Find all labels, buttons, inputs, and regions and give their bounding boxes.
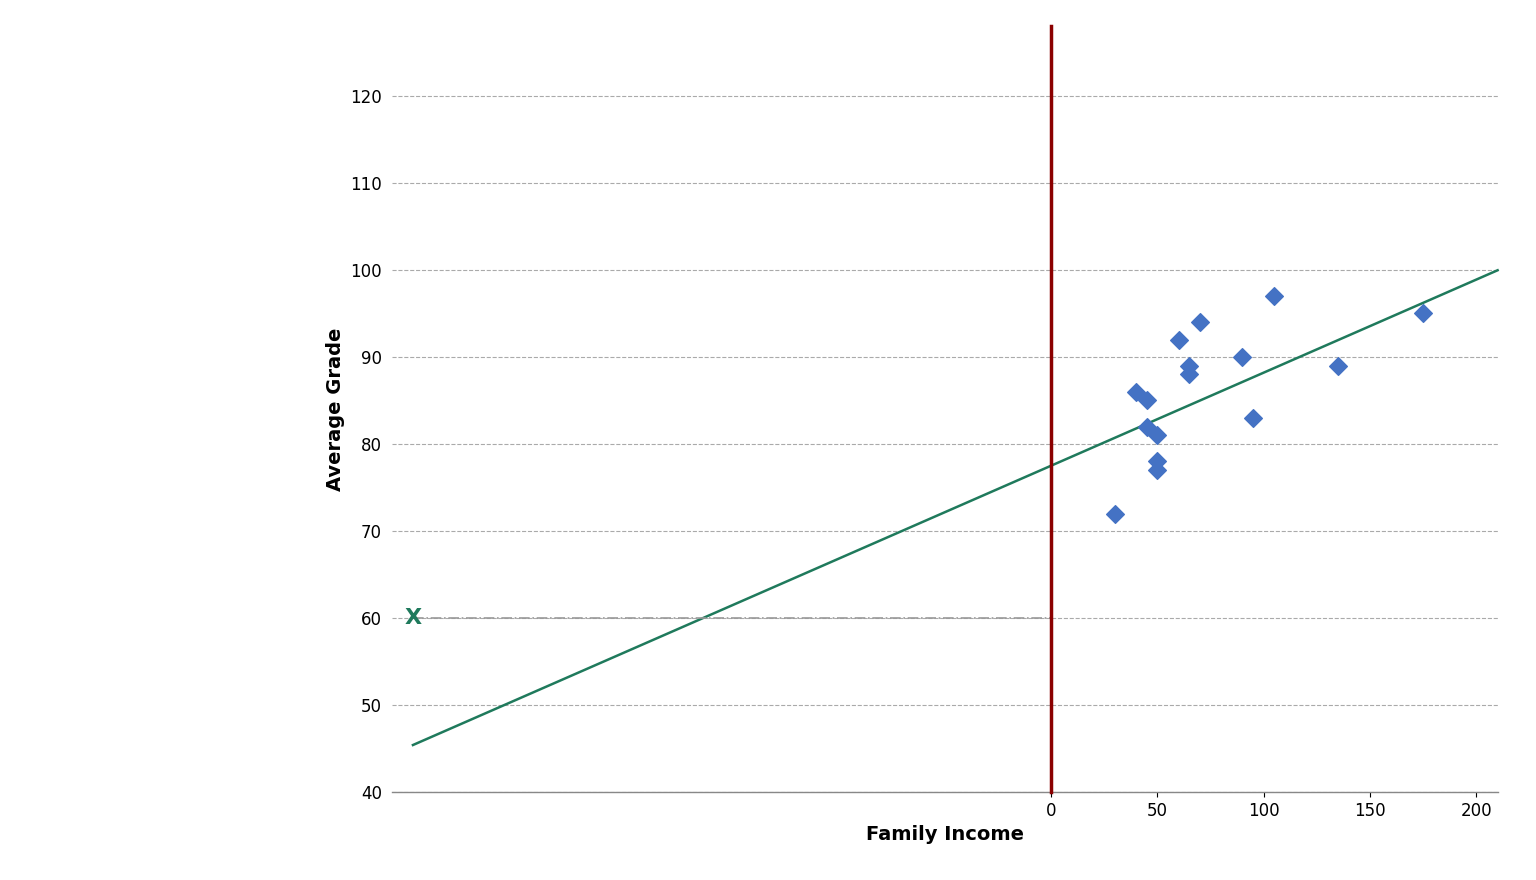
Point	[1187, 315, 1212, 329]
Point	[1166, 333, 1190, 347]
Y-axis label: Average Grade: Average Grade	[326, 327, 344, 491]
Point	[1144, 429, 1169, 443]
Point	[1144, 454, 1169, 468]
Point	[1263, 289, 1287, 303]
Point	[1103, 507, 1127, 521]
Point	[1144, 463, 1169, 477]
Point	[1177, 359, 1201, 373]
Point	[1412, 306, 1436, 320]
Point	[1124, 385, 1149, 399]
Point	[1135, 393, 1160, 407]
Text: X: X	[404, 608, 421, 628]
Point	[1177, 367, 1201, 381]
Point	[1326, 359, 1350, 373]
Point	[1230, 350, 1255, 364]
X-axis label: Family Income: Family Income	[866, 825, 1023, 844]
Point	[1135, 420, 1160, 434]
Point	[1241, 411, 1266, 425]
